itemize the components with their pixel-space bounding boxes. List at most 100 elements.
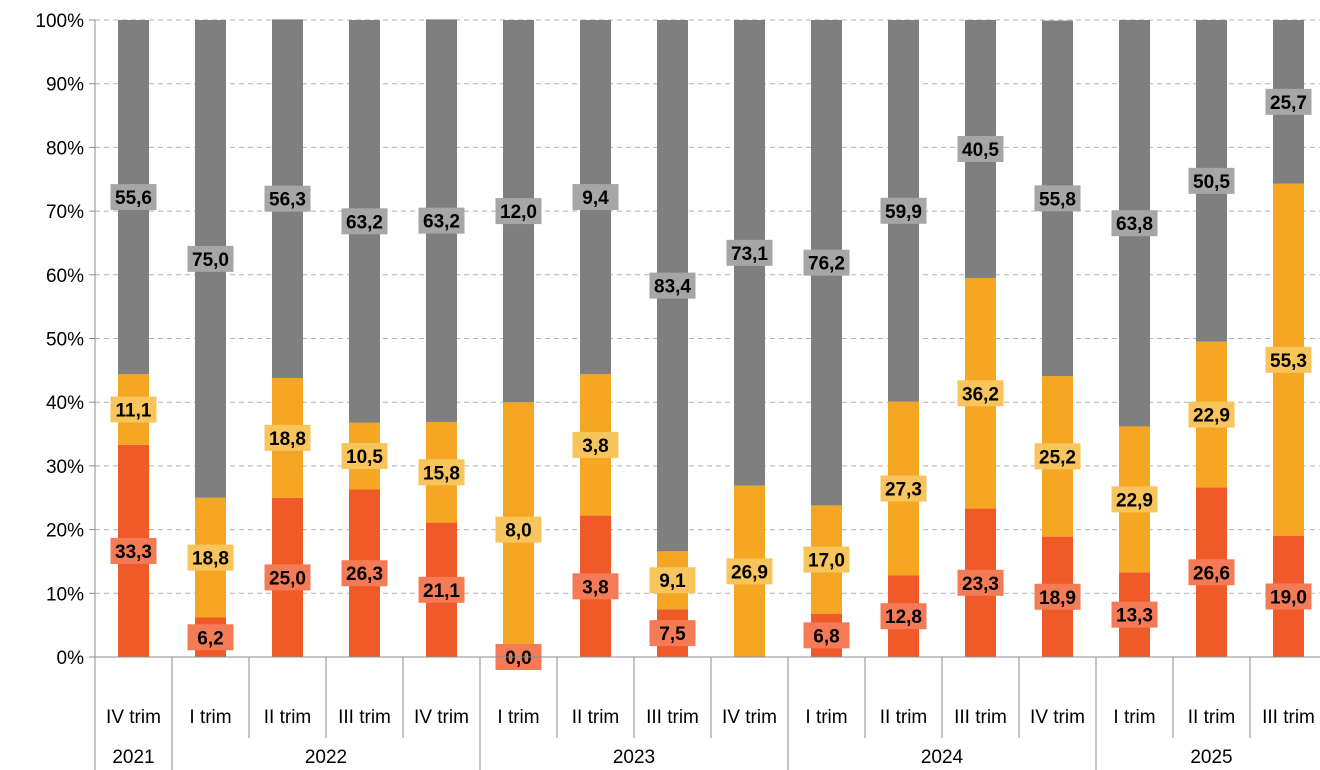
y-axis: 0% 10% 20% 30% 40% 50% 60% 70% 80% 90% 100%: [35, 11, 96, 669]
data-label: 25,2: [1039, 447, 1076, 468]
x-year-label: 2025: [1190, 747, 1232, 768]
x-category-label: III trim: [338, 707, 391, 728]
data-label: 23,3: [962, 574, 999, 595]
data-label-bg: [880, 603, 927, 630]
data-label-bg: [187, 544, 234, 571]
x-category-label: I trim: [805, 707, 847, 728]
data-label-bg: [1034, 185, 1081, 212]
data-label: 11,1: [116, 401, 152, 422]
data-label-bg: [187, 245, 234, 272]
data-label: 40,5: [962, 140, 999, 161]
data-label: 18,8: [269, 429, 306, 450]
x-category-label: I trim: [497, 707, 539, 728]
data-label: 55,3: [1270, 351, 1307, 372]
data-label: 3,8: [582, 436, 608, 457]
data-label-bg: [110, 184, 157, 211]
data-label: 6,8: [813, 626, 839, 647]
y-tick-label: 80%: [46, 138, 84, 159]
data-label-bg: [957, 569, 1004, 596]
data-label-bg: [880, 197, 927, 224]
data-label-bg: [187, 624, 234, 651]
x-category-label: III trim: [1262, 707, 1315, 728]
x-year-label: 2022: [305, 747, 347, 768]
data-label: 59,9: [885, 202, 922, 223]
data-label-bg: [1111, 486, 1158, 513]
y-tick-label: 60%: [46, 266, 84, 287]
data-label: 55,8: [1039, 189, 1076, 210]
data-label: 12,0: [500, 202, 537, 223]
y-tick-label: 100%: [35, 11, 84, 32]
data-label-bg: [1188, 167, 1235, 194]
data-label: 17,0: [808, 551, 845, 572]
data-label: 73,1: [731, 244, 768, 265]
data-label: 13,3: [1116, 606, 1153, 627]
data-label-bg: [957, 135, 1004, 162]
data-label: 36,2: [962, 384, 999, 405]
data-label: 10,5: [346, 447, 383, 468]
data-label-bg: [1111, 210, 1158, 237]
x-category-label: II trim: [572, 707, 620, 728]
data-label: 55,6: [115, 188, 152, 209]
x-category-label: II trim: [264, 707, 312, 728]
x-category-label: II trim: [880, 707, 928, 728]
data-label-bg: [572, 184, 619, 211]
data-label: 25,0: [269, 568, 306, 589]
data-label-bg: [341, 560, 388, 587]
data-label-bg: [341, 443, 388, 470]
x-category-label: III trim: [646, 707, 699, 728]
data-label-bg: [1111, 601, 1158, 628]
data-label: 18,9: [1039, 588, 1076, 609]
x-category-label: I trim: [189, 707, 231, 728]
data-label-bg: [495, 198, 542, 225]
data-label-bg: [572, 573, 619, 600]
data-label-bg: [1265, 583, 1312, 610]
data-label-bg: [341, 208, 388, 235]
data-label: 22,9: [1193, 406, 1230, 427]
data-label: 12,8: [885, 607, 922, 628]
x-category-label: IV trim: [1030, 707, 1085, 728]
data-label: 19,0: [1270, 587, 1307, 608]
data-label: 83,4: [654, 277, 691, 298]
data-label-bg: [1188, 401, 1235, 428]
data-label: 22,9: [1116, 490, 1153, 511]
data-label-bg: [1188, 559, 1235, 586]
data-label-bg: [264, 424, 311, 451]
data-label-bg: [803, 546, 850, 573]
data-label-bg: [649, 272, 696, 299]
x-year-label: 2024: [921, 747, 964, 768]
data-label: 9,1: [659, 571, 686, 592]
data-label: 76,2: [808, 254, 845, 275]
data-label: 50,5: [1193, 172, 1230, 193]
data-label: 18,8: [192, 549, 229, 570]
data-label: 15,8: [423, 463, 460, 484]
x-category-label: IV trim: [106, 707, 161, 728]
data-label-bg: [418, 576, 465, 603]
data-label-bg: [264, 185, 311, 212]
data-label-bg: [880, 475, 927, 502]
data-label-bg: [1034, 583, 1081, 610]
data-label: 27,3: [885, 480, 922, 501]
x-year-label: 2021: [112, 747, 154, 768]
data-label-bg: [1034, 443, 1081, 470]
data-label-bg: [418, 459, 465, 486]
y-tick-label: 30%: [46, 457, 84, 478]
data-label: 21,1: [423, 581, 460, 602]
data-label: 8,0: [505, 521, 531, 542]
data-label-bg: [110, 537, 157, 564]
data-label: 6,2: [197, 628, 223, 649]
data-label-bg: [110, 396, 157, 423]
x-category-label: IV trim: [722, 707, 777, 728]
data-label-bg: [726, 239, 773, 266]
data-label-bg: [264, 564, 311, 591]
data-label: 26,9: [731, 562, 768, 583]
data-label-bg: [957, 380, 1004, 407]
data-label-bg: [803, 622, 850, 649]
data-label: 0,0: [505, 648, 531, 669]
data-label: 63,8: [1116, 214, 1153, 235]
data-label-bg: [726, 558, 773, 585]
data-label: 26,6: [1193, 563, 1230, 584]
data-label: 7,5: [659, 624, 686, 645]
data-label-bg: [418, 207, 465, 234]
y-tick-label: 90%: [46, 75, 84, 96]
